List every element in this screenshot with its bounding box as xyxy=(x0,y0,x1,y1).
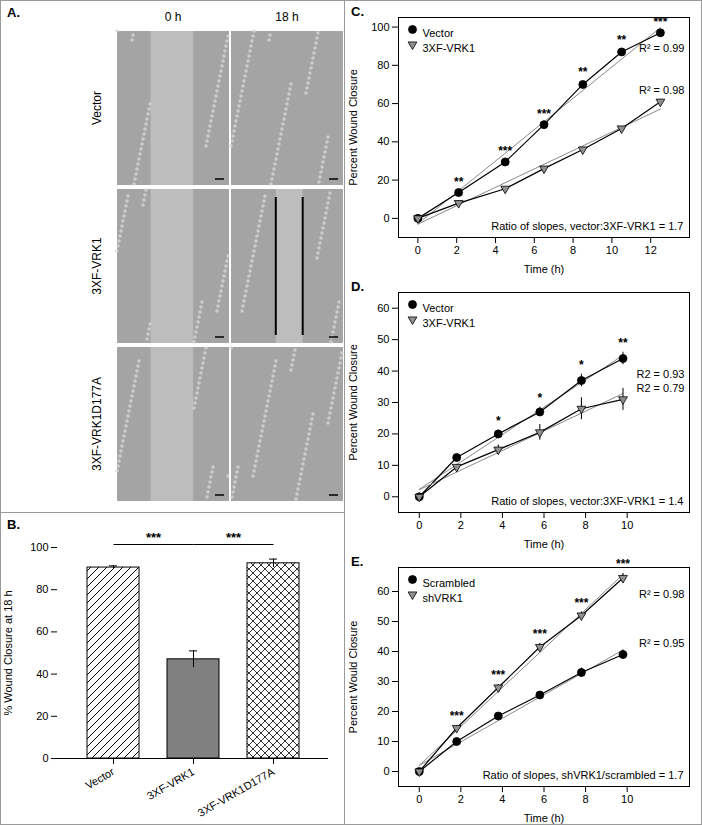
svg-text:**: ** xyxy=(578,65,588,79)
svg-text:10: 10 xyxy=(606,244,618,256)
svg-text:0: 0 xyxy=(42,752,48,764)
svg-text:30: 30 xyxy=(377,675,389,687)
svg-text:Ratio of slopes, shVRK1/scramb: Ratio of slopes, shVRK1/scrambled = 1.7 xyxy=(483,769,684,781)
svg-text:3XF-VRK1D177A: 3XF-VRK1D177A xyxy=(90,377,104,471)
svg-text:40: 40 xyxy=(36,668,48,680)
svg-text:***: *** xyxy=(574,596,588,610)
svg-text:*: * xyxy=(538,391,543,405)
svg-text:8: 8 xyxy=(583,519,589,531)
svg-text:***: *** xyxy=(450,709,464,723)
svg-text:6: 6 xyxy=(541,793,547,805)
svg-text:R² = 0.98: R² = 0.98 xyxy=(639,84,685,96)
svg-text:50: 50 xyxy=(377,615,389,627)
svg-text:60: 60 xyxy=(377,302,389,314)
svg-text:40: 40 xyxy=(377,365,389,377)
html-text:D.: D. xyxy=(351,279,364,294)
svg-text:R² = 0.95: R² = 0.95 xyxy=(639,637,685,649)
svg-text:4: 4 xyxy=(492,244,498,256)
svg-text:50: 50 xyxy=(377,333,389,345)
svg-text:**: ** xyxy=(618,336,628,350)
svg-text:8: 8 xyxy=(583,793,589,805)
svg-text:***: *** xyxy=(653,15,667,29)
svg-text:Time (h): Time (h) xyxy=(524,538,565,550)
svg-text:*: * xyxy=(579,358,584,372)
svg-text:40: 40 xyxy=(377,645,389,657)
html-text:E.: E. xyxy=(351,554,364,569)
svg-text:10: 10 xyxy=(621,793,633,805)
svg-text:8: 8 xyxy=(570,244,576,256)
svg-text:0: 0 xyxy=(416,793,422,805)
svg-text:***: *** xyxy=(491,668,505,682)
svg-text:18 h: 18 h xyxy=(275,10,298,24)
svg-text:Ratio of slopes, vector:3XF-VR: Ratio of slopes, vector:3XF-VRK1 = 1.4 xyxy=(491,495,683,507)
svg-text:***: *** xyxy=(533,627,547,641)
html-text:C.: C. xyxy=(351,4,364,19)
svg-text:0: 0 xyxy=(383,212,389,224)
svg-text:2: 2 xyxy=(458,793,464,805)
svg-text:Percent Wound Closure: Percent Wound Closure xyxy=(347,344,359,461)
svg-text:0 h: 0 h xyxy=(165,10,182,24)
svg-text:3XF-VRK1: 3XF-VRK1 xyxy=(423,317,476,329)
svg-text:3XF-VRK1: 3XF-VRK1 xyxy=(145,765,197,802)
html-text:A.: A. xyxy=(7,5,20,20)
svg-text:Time (h): Time (h) xyxy=(524,812,565,824)
svg-text:12: 12 xyxy=(645,244,657,256)
svg-text:100: 100 xyxy=(371,21,389,33)
svg-text:20: 20 xyxy=(377,174,389,186)
svg-text:80: 80 xyxy=(36,583,48,595)
svg-text:4: 4 xyxy=(499,793,505,805)
svg-text:0: 0 xyxy=(415,244,421,256)
svg-text:Vector: Vector xyxy=(83,765,116,791)
svg-text:***: *** xyxy=(616,557,630,571)
svg-text:Vector: Vector xyxy=(90,91,104,125)
svg-text:60: 60 xyxy=(36,625,48,637)
svg-text:4: 4 xyxy=(499,519,505,531)
svg-text:0: 0 xyxy=(383,765,389,777)
svg-text:***: *** xyxy=(498,144,512,158)
svg-text:R2 = 0.93: R2 = 0.93 xyxy=(636,368,684,380)
svg-text:20: 20 xyxy=(377,427,389,439)
svg-text:10: 10 xyxy=(377,735,389,747)
svg-text:10: 10 xyxy=(621,519,633,531)
html-text:B.: B. xyxy=(7,517,20,532)
svg-text:0: 0 xyxy=(416,519,422,531)
svg-text:Vector: Vector xyxy=(423,302,455,314)
svg-text:R2 = 0.79: R2 = 0.79 xyxy=(636,382,684,394)
svg-text:3XF-VRK1: 3XF-VRK1 xyxy=(423,42,476,54)
svg-text:Scrambled: Scrambled xyxy=(423,577,476,589)
svg-text:***: *** xyxy=(537,107,551,121)
svg-text:Percent Would Closure: Percent Would Closure xyxy=(347,621,359,734)
svg-text:10: 10 xyxy=(377,459,389,471)
svg-text:40: 40 xyxy=(377,135,389,147)
svg-text:Ratio of slopes, vector:3XF-VR: Ratio of slopes, vector:3XF-VRK1 = 1.7 xyxy=(491,220,683,232)
svg-text:20: 20 xyxy=(377,705,389,717)
svg-text:Vector: Vector xyxy=(423,27,455,39)
svg-text:R² = 0.99: R² = 0.99 xyxy=(639,42,685,54)
svg-text:**: ** xyxy=(617,33,627,47)
svg-text:0: 0 xyxy=(383,490,389,502)
svg-text:80: 80 xyxy=(377,59,389,71)
svg-text:3XF-VRK1D177A: 3XF-VRK1D177A xyxy=(196,765,277,819)
svg-text:Percent Wound Closure: Percent Wound Closure xyxy=(347,69,359,186)
svg-text:6: 6 xyxy=(531,244,537,256)
svg-text:2: 2 xyxy=(454,244,460,256)
svg-text:% Wound Closure at 18 h: % Wound Closure at 18 h xyxy=(2,590,14,715)
svg-text:100: 100 xyxy=(30,541,48,553)
svg-text:30: 30 xyxy=(377,396,389,408)
svg-text:***: *** xyxy=(146,530,162,545)
svg-text:shVRK1: shVRK1 xyxy=(423,592,463,604)
svg-text:**: ** xyxy=(454,175,464,189)
svg-text:60: 60 xyxy=(377,585,389,597)
svg-text:*: * xyxy=(496,414,501,428)
svg-text:Time (h): Time (h) xyxy=(524,263,565,275)
svg-text:2: 2 xyxy=(458,519,464,531)
svg-text:***: *** xyxy=(226,530,242,545)
svg-text:60: 60 xyxy=(377,97,389,109)
svg-text:3XF-VRK1: 3XF-VRK1 xyxy=(90,237,104,295)
svg-text:20: 20 xyxy=(36,710,48,722)
svg-text:R² = 0.98: R² = 0.98 xyxy=(639,588,685,600)
svg-text:6: 6 xyxy=(541,519,547,531)
